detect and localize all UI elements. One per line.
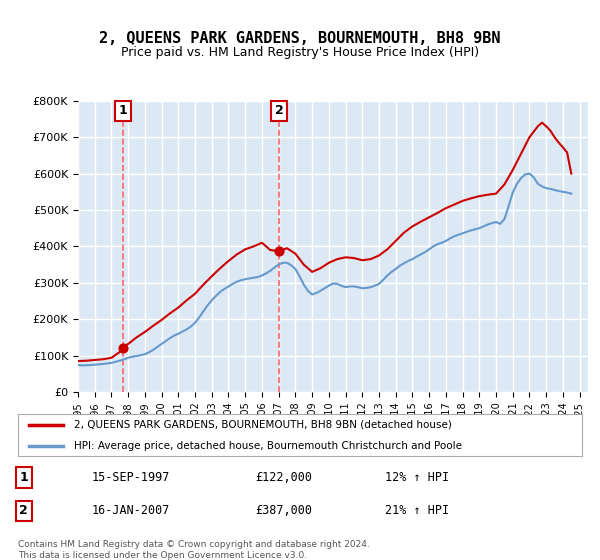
Text: 2: 2 — [275, 104, 284, 118]
Text: 12% ↑ HPI: 12% ↑ HPI — [385, 471, 449, 484]
Point — [275, 246, 284, 255]
Point — [119, 343, 128, 352]
Text: 2, QUEENS PARK GARDENS, BOURNEMOUTH, BH8 9BN (detached house): 2, QUEENS PARK GARDENS, BOURNEMOUTH, BH8… — [74, 420, 452, 430]
Text: Price paid vs. HM Land Registry's House Price Index (HPI): Price paid vs. HM Land Registry's House … — [121, 46, 479, 59]
Text: HPI: Average price, detached house, Bournemouth Christchurch and Poole: HPI: Average price, detached house, Bour… — [74, 441, 463, 451]
Text: 1: 1 — [119, 104, 128, 118]
Text: 15-SEP-1997: 15-SEP-1997 — [91, 471, 170, 484]
Text: 16-JAN-2007: 16-JAN-2007 — [91, 505, 170, 517]
Text: £387,000: £387,000 — [255, 505, 312, 517]
Text: 21% ↑ HPI: 21% ↑ HPI — [385, 505, 449, 517]
Text: 2, QUEENS PARK GARDENS, BOURNEMOUTH, BH8 9BN: 2, QUEENS PARK GARDENS, BOURNEMOUTH, BH8… — [99, 31, 501, 46]
Text: Contains HM Land Registry data © Crown copyright and database right 2024.
This d: Contains HM Land Registry data © Crown c… — [18, 540, 370, 560]
Text: 1: 1 — [19, 471, 28, 484]
Text: £122,000: £122,000 — [255, 471, 312, 484]
Text: 2: 2 — [19, 505, 28, 517]
